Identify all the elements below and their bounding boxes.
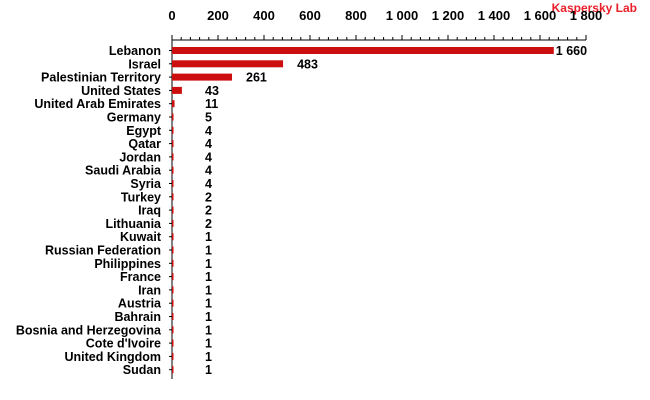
value-label: 1 (205, 244, 212, 258)
category-label: Palestinian Territory (41, 71, 161, 85)
value-label: 11 (205, 97, 218, 111)
bar (172, 273, 174, 281)
x-tick-label: 800 (345, 8, 367, 23)
bar (172, 47, 554, 54)
value-label: 1 (205, 323, 212, 337)
value-label: 1 (205, 230, 212, 244)
category-label: United Kingdom (64, 350, 161, 364)
value-label: 1 (205, 350, 212, 364)
category-label: Egypt (126, 124, 162, 138)
category-label: Austria (118, 297, 162, 311)
bar (172, 60, 284, 68)
bar (172, 233, 174, 241)
bar (172, 286, 174, 294)
bar (172, 366, 174, 374)
category-label: Saudi Arabia (85, 164, 162, 178)
x-tick-label: 1 600 (524, 8, 557, 23)
bar (172, 126, 174, 134)
bar (172, 313, 174, 320)
x-axis: 0 200 400 600 800 1 000 1 200 1 400 1 600 1 800 (168, 8, 603, 41)
category-label: Philippines (94, 257, 161, 271)
category-label: Jordan (119, 150, 161, 164)
bar (172, 86, 182, 94)
value-label: 261 (246, 71, 267, 85)
value-label: 1 (205, 257, 212, 271)
x-tick-label: 1 000 (386, 8, 419, 23)
bar (172, 193, 174, 201)
bar (172, 180, 174, 187)
category-label: Iran (138, 283, 161, 297)
bar (172, 153, 174, 161)
category-label: United States (81, 84, 161, 98)
bar (172, 219, 174, 227)
category-label: Bosnia and Herzegovina (16, 323, 162, 337)
value-label: 1 (205, 363, 212, 377)
x-tick-label: 1 400 (478, 8, 511, 23)
bar (172, 339, 174, 347)
bar (172, 100, 175, 108)
x-tick-label: 200 (207, 8, 229, 23)
value-label: 1 (205, 337, 212, 351)
value-label: 5 (205, 111, 212, 125)
category-label: Lithuania (105, 217, 162, 231)
bar (172, 140, 174, 148)
category-label: Iraq (138, 204, 161, 218)
category-label: Kuwait (120, 230, 162, 244)
bar (172, 113, 174, 121)
bar (172, 246, 174, 254)
bar (172, 73, 233, 81)
bar (172, 299, 174, 307)
category-label: Bahrain (114, 310, 161, 324)
value-label: 4 (205, 137, 212, 151)
value-label: 4 (205, 177, 212, 191)
value-label: 43 (205, 84, 219, 98)
value-label: 1 660 (556, 44, 587, 58)
category-label: Sudan (123, 363, 161, 377)
category-label: Israel (128, 57, 161, 71)
category-label: Turkey (121, 190, 161, 204)
value-label: 2 (205, 217, 212, 231)
value-label: 2 (205, 190, 212, 204)
category-label: Syria (130, 177, 162, 191)
category-label: Qatar (128, 137, 161, 151)
bars (172, 47, 554, 374)
value-label: 483 (297, 57, 318, 71)
brand-label: Kaspersky Lab (551, 1, 637, 15)
value-label: 1 (205, 283, 212, 297)
x-tick-label: 1 800 (570, 8, 603, 23)
value-label: 1 (205, 297, 212, 311)
value-label: 2 (205, 204, 212, 218)
x-tick-label: 0 (168, 8, 175, 23)
bar (172, 206, 174, 214)
value-label: 1 (205, 310, 212, 324)
bar (172, 326, 174, 334)
value-label: 4 (205, 124, 212, 138)
bar (172, 259, 174, 267)
bar (172, 166, 174, 174)
value-label: 1 (205, 270, 212, 284)
x-tick-label: 400 (253, 8, 275, 23)
category-label: United Arab Emirates (34, 97, 161, 111)
x-tick-label: 600 (299, 8, 321, 23)
category-label: Cote d'Ivoire (86, 337, 161, 351)
x-tick-label: 1 200 (432, 8, 465, 23)
category-label: France (120, 270, 161, 284)
category-label: Germany (107, 111, 161, 125)
bar (172, 352, 174, 360)
value-label: 4 (205, 164, 212, 178)
category-label: Russian Federation (45, 244, 161, 258)
category-label: Lebanon (109, 44, 161, 58)
value-label: 4 (205, 150, 212, 164)
